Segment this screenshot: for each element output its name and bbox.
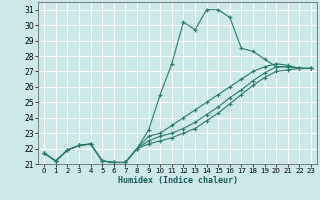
- X-axis label: Humidex (Indice chaleur): Humidex (Indice chaleur): [118, 176, 238, 185]
